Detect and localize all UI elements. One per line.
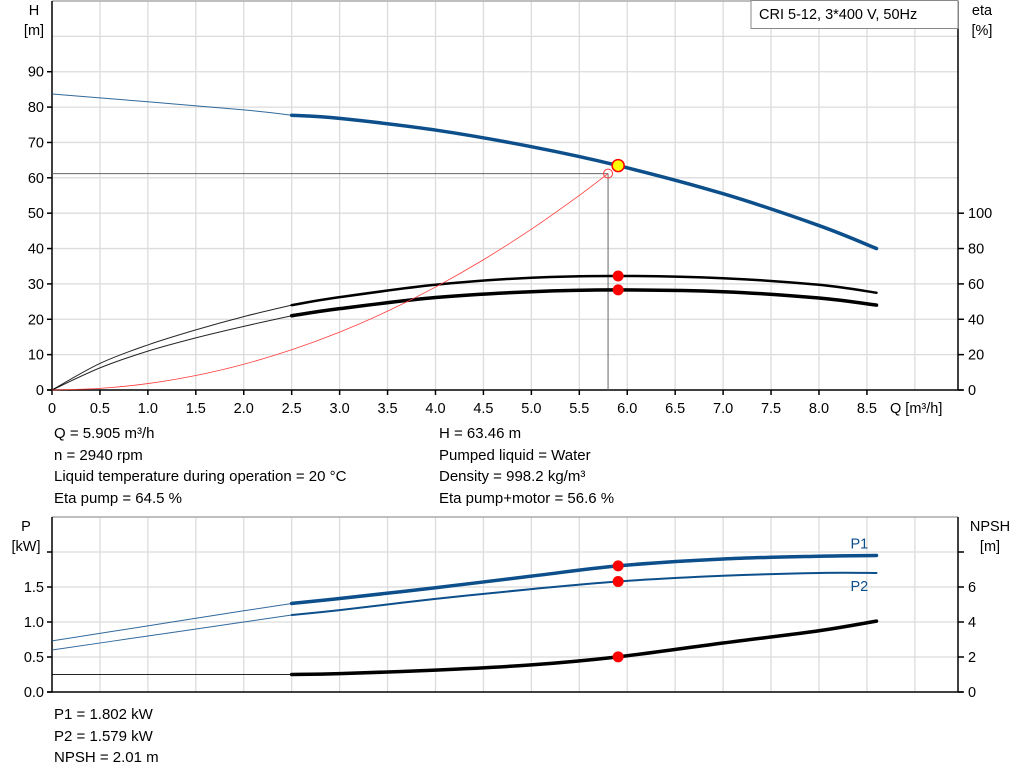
info-head: H = 63.46 m bbox=[439, 425, 522, 442]
y-tick-label-right: 4 bbox=[968, 615, 976, 631]
y-tick-label-left: 0.5 bbox=[24, 650, 44, 666]
x-tick-label: 2.5 bbox=[282, 401, 302, 417]
y-tick-label-left: 0 bbox=[36, 383, 44, 399]
y-axis-label-right: NPSH bbox=[970, 519, 1010, 535]
x-tick-label: 3.0 bbox=[330, 401, 350, 417]
y-tick-label-right: 60 bbox=[968, 277, 984, 293]
p2-duty-marker bbox=[612, 575, 624, 587]
P1-curve-extrapolated bbox=[51, 602, 292, 642]
y-axis-label-right: [m] bbox=[980, 539, 1000, 555]
x-tick-label: 3.5 bbox=[377, 401, 397, 417]
y-tick-label-left: 0.0 bbox=[24, 685, 44, 701]
x-tick-label: 8.0 bbox=[809, 401, 829, 417]
info-eta-pump: Eta pump = 64.5 % bbox=[54, 489, 182, 507]
x-tick-label: 5.0 bbox=[521, 401, 541, 417]
x-tick-label: 6.0 bbox=[617, 401, 637, 417]
p1-duty-marker bbox=[612, 560, 624, 572]
x-axis-label: Q [m³/h] bbox=[890, 401, 942, 417]
eta_pump-curve-extrapolated bbox=[51, 304, 292, 391]
x-tick-label: 5.5 bbox=[569, 401, 589, 417]
NPSH-curve bbox=[289, 619, 879, 677]
y-axis-label-right: [%] bbox=[972, 23, 993, 39]
y-axis-label-left: [m] bbox=[24, 23, 44, 39]
P2-curve-extrapolated bbox=[51, 614, 292, 651]
head-efficiency-chart: 0 10 20 30 40 50 60 70 80 90 0 20 40 60 80 100 0 0.5 1.0 1.… bbox=[24, 0, 993, 417]
y-tick-label-left: 70 bbox=[28, 135, 44, 151]
y-axis-label-right: eta bbox=[972, 3, 993, 19]
head-duty-marker bbox=[611, 158, 625, 173]
y-tick-label-left: 50 bbox=[28, 206, 44, 222]
y-tick-label-right: 2 bbox=[968, 650, 976, 666]
x-tick-label: 1.5 bbox=[186, 401, 206, 417]
y-tick-label-left: 1.0 bbox=[24, 615, 44, 631]
y-tick-label-right: 6 bbox=[968, 580, 976, 596]
y-tick-label-left: 80 bbox=[28, 100, 44, 116]
H-curve-extrapolated bbox=[51, 93, 292, 116]
duty-info-right: H = 63.46 m Pumped liquid = Water Densit… bbox=[439, 423, 614, 509]
P1-curve bbox=[289, 553, 879, 606]
x-tick-label: 8.5 bbox=[857, 401, 877, 417]
power-info: P1 = 1.802 kW P2 = 1.579 kW NPSH = 2.01 … bbox=[54, 704, 159, 769]
eta_pump_motor-curve-extrapolated bbox=[51, 315, 292, 391]
P2-series-label: P2 bbox=[851, 579, 869, 595]
y-tick-label-right: 100 bbox=[968, 206, 992, 222]
system-point-marker bbox=[603, 168, 614, 179]
y-tick-label-right: 0 bbox=[968, 685, 976, 701]
title-box: CRI 5-12, 3*400 V, 50Hz bbox=[750, 0, 959, 29]
y-tick-label-left: 1.5 bbox=[24, 580, 44, 596]
info-density: Density = 998.2 kg/m³ bbox=[439, 468, 586, 485]
y-tick-label-right: 0 bbox=[968, 383, 976, 399]
info-temperature: Liquid temperature during operation = 20… bbox=[54, 468, 347, 485]
info-flow: Q = 5.905 m³/h bbox=[54, 425, 155, 442]
x-tick-label: 1.0 bbox=[138, 401, 158, 417]
eta-pump-duty-marker bbox=[612, 270, 624, 282]
info-npsh: NPSH = 2.01 m bbox=[54, 749, 159, 766]
x-tick-label: 7.5 bbox=[761, 401, 781, 417]
pump-title: CRI 5-12, 3*400 V, 50Hz bbox=[759, 7, 917, 23]
x-tick-label: 0.5 bbox=[90, 401, 110, 417]
info-eta-total: Eta pump+motor = 56.6 % bbox=[439, 489, 615, 507]
info-liquid: Pumped liquid = Water bbox=[439, 446, 591, 464]
info-p1: P1 = 1.802 kW bbox=[54, 706, 153, 723]
eta_pump-curve bbox=[290, 274, 878, 307]
P1-series-label: P1 bbox=[851, 537, 869, 553]
npsh-duty-marker bbox=[612, 651, 624, 663]
y-axis-label-left: [kW] bbox=[12, 539, 41, 555]
H-curve bbox=[289, 113, 879, 251]
eta-total-duty-marker bbox=[612, 284, 624, 296]
x-tick-label: 6.5 bbox=[665, 401, 685, 417]
y-tick-label-left: 90 bbox=[28, 65, 44, 81]
system-curve bbox=[51, 173, 609, 391]
y-tick-label-left: 10 bbox=[28, 348, 44, 364]
x-tick-label: 4.5 bbox=[473, 401, 493, 417]
info-speed: n = 2940 rpm bbox=[54, 446, 143, 464]
info-p2: P2 = 1.579 kW bbox=[54, 727, 153, 745]
y-tick-label-right: 80 bbox=[968, 242, 984, 258]
y-tick-label-left: 60 bbox=[28, 171, 44, 187]
power-npsh-chart: 0.0 0.5 1.0 1.5 0 2 4 6 P [kW] NPSH [m] P1 P2 bbox=[12, 516, 1010, 701]
eta_pump_motor-curve bbox=[289, 288, 879, 318]
y-tick-label-left: 30 bbox=[28, 277, 44, 293]
x-tick-label: 7.0 bbox=[713, 401, 733, 417]
duty-info-left: Q = 5.905 m³/h n = 2940 rpm Liquid tempe… bbox=[54, 423, 346, 509]
y-tick-label-right: 20 bbox=[968, 348, 984, 364]
y-axis-label-left: P bbox=[21, 519, 31, 535]
y-tick-label-left: 20 bbox=[28, 312, 44, 328]
x-tick-label: 0 bbox=[48, 401, 56, 417]
y-tick-label-right: 40 bbox=[968, 312, 984, 328]
y-axis-label-left: H bbox=[29, 3, 39, 19]
x-tick-label: 4.0 bbox=[425, 401, 445, 417]
P2-curve bbox=[290, 571, 878, 616]
y-tick-label-left: 40 bbox=[28, 242, 44, 258]
x-tick-label: 2.0 bbox=[234, 401, 254, 417]
